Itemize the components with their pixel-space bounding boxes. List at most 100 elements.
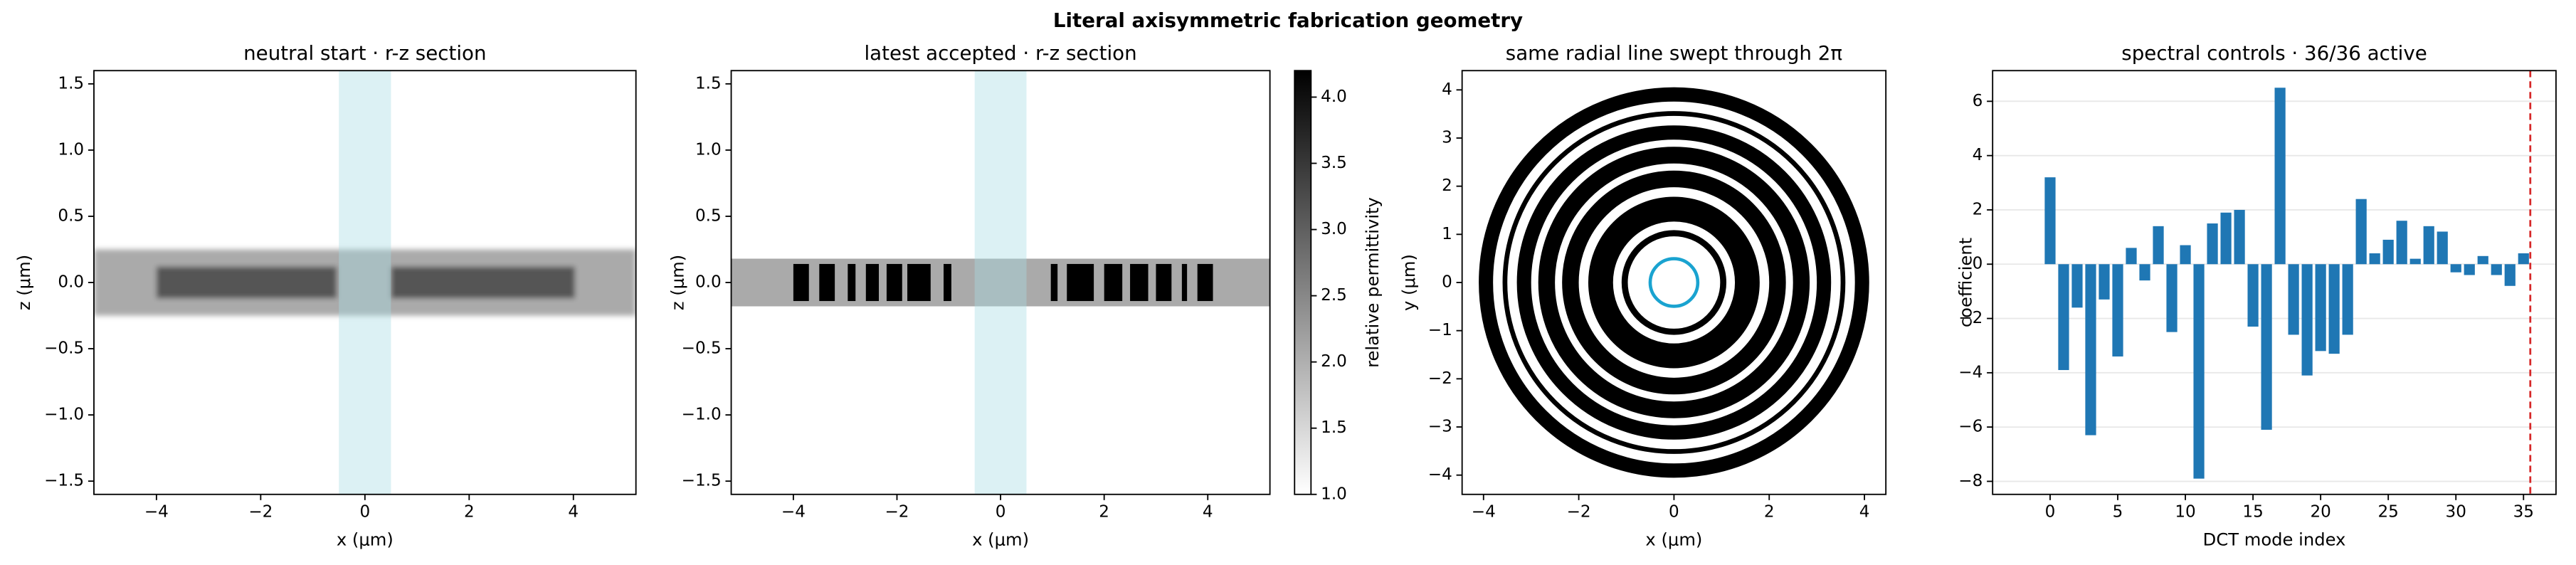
y-tick-label: 1 xyxy=(1442,225,1452,243)
bar xyxy=(2139,264,2150,281)
colorbar-tick-label: 1.5 xyxy=(1321,418,1347,437)
bar xyxy=(2423,226,2434,265)
y-tick-label: 1.5 xyxy=(695,74,722,93)
x-tick-label: −4 xyxy=(781,503,806,522)
y-axis-label: y (μm) xyxy=(1399,254,1419,311)
figure-title: Literal axisymmetric fabrication geometr… xyxy=(1053,9,1523,32)
x-tick-label: 4 xyxy=(568,503,579,522)
x-tick-label: 0 xyxy=(2045,503,2056,522)
y-tick-label: 0.5 xyxy=(695,206,722,225)
y-tick-label: −8 xyxy=(1958,472,1983,490)
plot-area xyxy=(731,70,1270,495)
y-tick-label: −1.5 xyxy=(44,472,84,490)
ring xyxy=(1479,87,1869,478)
y-tick-label: −6 xyxy=(1958,418,1983,436)
x-tick-label: 4 xyxy=(1203,503,1213,522)
x-axis-label: x (μm) xyxy=(972,529,1029,549)
bar xyxy=(2261,264,2272,430)
x-tick-label: 0 xyxy=(359,503,370,522)
x-tick-label: 30 xyxy=(2446,503,2466,522)
x-tick-label: 4 xyxy=(1859,503,1870,522)
bar xyxy=(2464,264,2475,275)
x-tick-label: 5 xyxy=(2113,503,2123,522)
bar xyxy=(2328,264,2340,354)
axes-frame xyxy=(1992,70,2557,495)
bar xyxy=(2477,255,2488,265)
region xyxy=(156,266,337,299)
y-tick-label: 6 xyxy=(1973,92,1983,110)
bar xyxy=(2180,245,2191,265)
bar xyxy=(2234,209,2245,265)
panel-title: spectral controls · 36/36 active xyxy=(2121,41,2427,65)
highlight-band xyxy=(974,70,1027,495)
bar xyxy=(2518,253,2529,265)
x-axis-label: DCT mode index xyxy=(2203,529,2346,549)
y-tick-label: 1.5 xyxy=(58,74,84,93)
x-tick-label: −2 xyxy=(1567,503,1591,522)
bar xyxy=(2058,264,2069,371)
y-tick-label: 1.0 xyxy=(695,140,722,159)
colorbar-tick-label: 3.5 xyxy=(1321,154,1347,172)
y-tick-label: 3 xyxy=(1442,128,1452,147)
region xyxy=(1050,263,1058,302)
region xyxy=(1156,263,1172,302)
plot-area xyxy=(1479,87,1869,478)
source-circle xyxy=(1648,257,1700,308)
ring xyxy=(1538,147,1810,418)
colorbar-tick-label: 1.0 xyxy=(1321,485,1347,503)
x-tick-label: 15 xyxy=(2242,503,2263,522)
y-tick-label: 1.0 xyxy=(58,140,84,159)
y-tick-label: 4 xyxy=(1973,146,1983,164)
bar xyxy=(2369,253,2380,265)
x-tick-label: −2 xyxy=(885,503,909,522)
bar xyxy=(2044,177,2056,265)
region xyxy=(886,263,902,302)
y-tick-label: −4 xyxy=(1428,465,1452,484)
region xyxy=(907,263,931,302)
plot-area xyxy=(93,70,636,495)
region xyxy=(819,263,835,302)
ring xyxy=(1621,230,1727,335)
bar xyxy=(2099,264,2110,300)
x-axis-label: x (μm) xyxy=(1645,529,1702,549)
y-axis-label: z (μm) xyxy=(14,255,34,310)
y-tick-label: −4 xyxy=(1958,363,1983,381)
panel-title: latest accepted · r-z section xyxy=(864,41,1136,65)
bar xyxy=(2126,248,2137,265)
bar xyxy=(2274,88,2286,265)
bar xyxy=(2112,264,2123,357)
region xyxy=(865,263,880,302)
x-tick-label: −2 xyxy=(248,503,273,522)
colorbar-label: relative permittivity xyxy=(1363,197,1383,368)
region xyxy=(391,266,575,299)
y-tick-label: 2 xyxy=(1973,200,1983,218)
x-tick-label: 20 xyxy=(2310,503,2330,522)
colorbar xyxy=(1294,70,1312,495)
x-tick-label: 2 xyxy=(1099,503,1109,522)
region xyxy=(1197,263,1213,302)
x-tick-label: 10 xyxy=(2175,503,2195,522)
panel-title: neutral start · r-z section xyxy=(243,41,486,65)
region xyxy=(1104,263,1123,302)
x-tick-label: −4 xyxy=(1472,503,1496,522)
x-axis-label: x (μm) xyxy=(337,529,394,549)
y-tick-label: 0.5 xyxy=(58,206,84,225)
y-axis-label: z (μm) xyxy=(668,255,688,310)
region xyxy=(793,263,809,302)
y-tick-label: −0.5 xyxy=(44,339,84,358)
x-tick-label: −4 xyxy=(144,503,169,522)
x-tick-label: 0 xyxy=(996,503,1006,522)
bar xyxy=(2342,264,2353,335)
y-tick-label: 4 xyxy=(1442,80,1452,99)
bar xyxy=(2450,264,2461,273)
bar xyxy=(2491,264,2502,275)
bar xyxy=(2409,258,2421,265)
x-tick-label: 2 xyxy=(464,503,475,522)
bar xyxy=(2166,264,2178,332)
x-tick-label: 35 xyxy=(2513,503,2534,522)
bar xyxy=(2085,264,2096,435)
y-tick-label: −3 xyxy=(1428,418,1452,436)
bar xyxy=(2437,231,2448,265)
x-tick-label: 2 xyxy=(1764,503,1775,522)
